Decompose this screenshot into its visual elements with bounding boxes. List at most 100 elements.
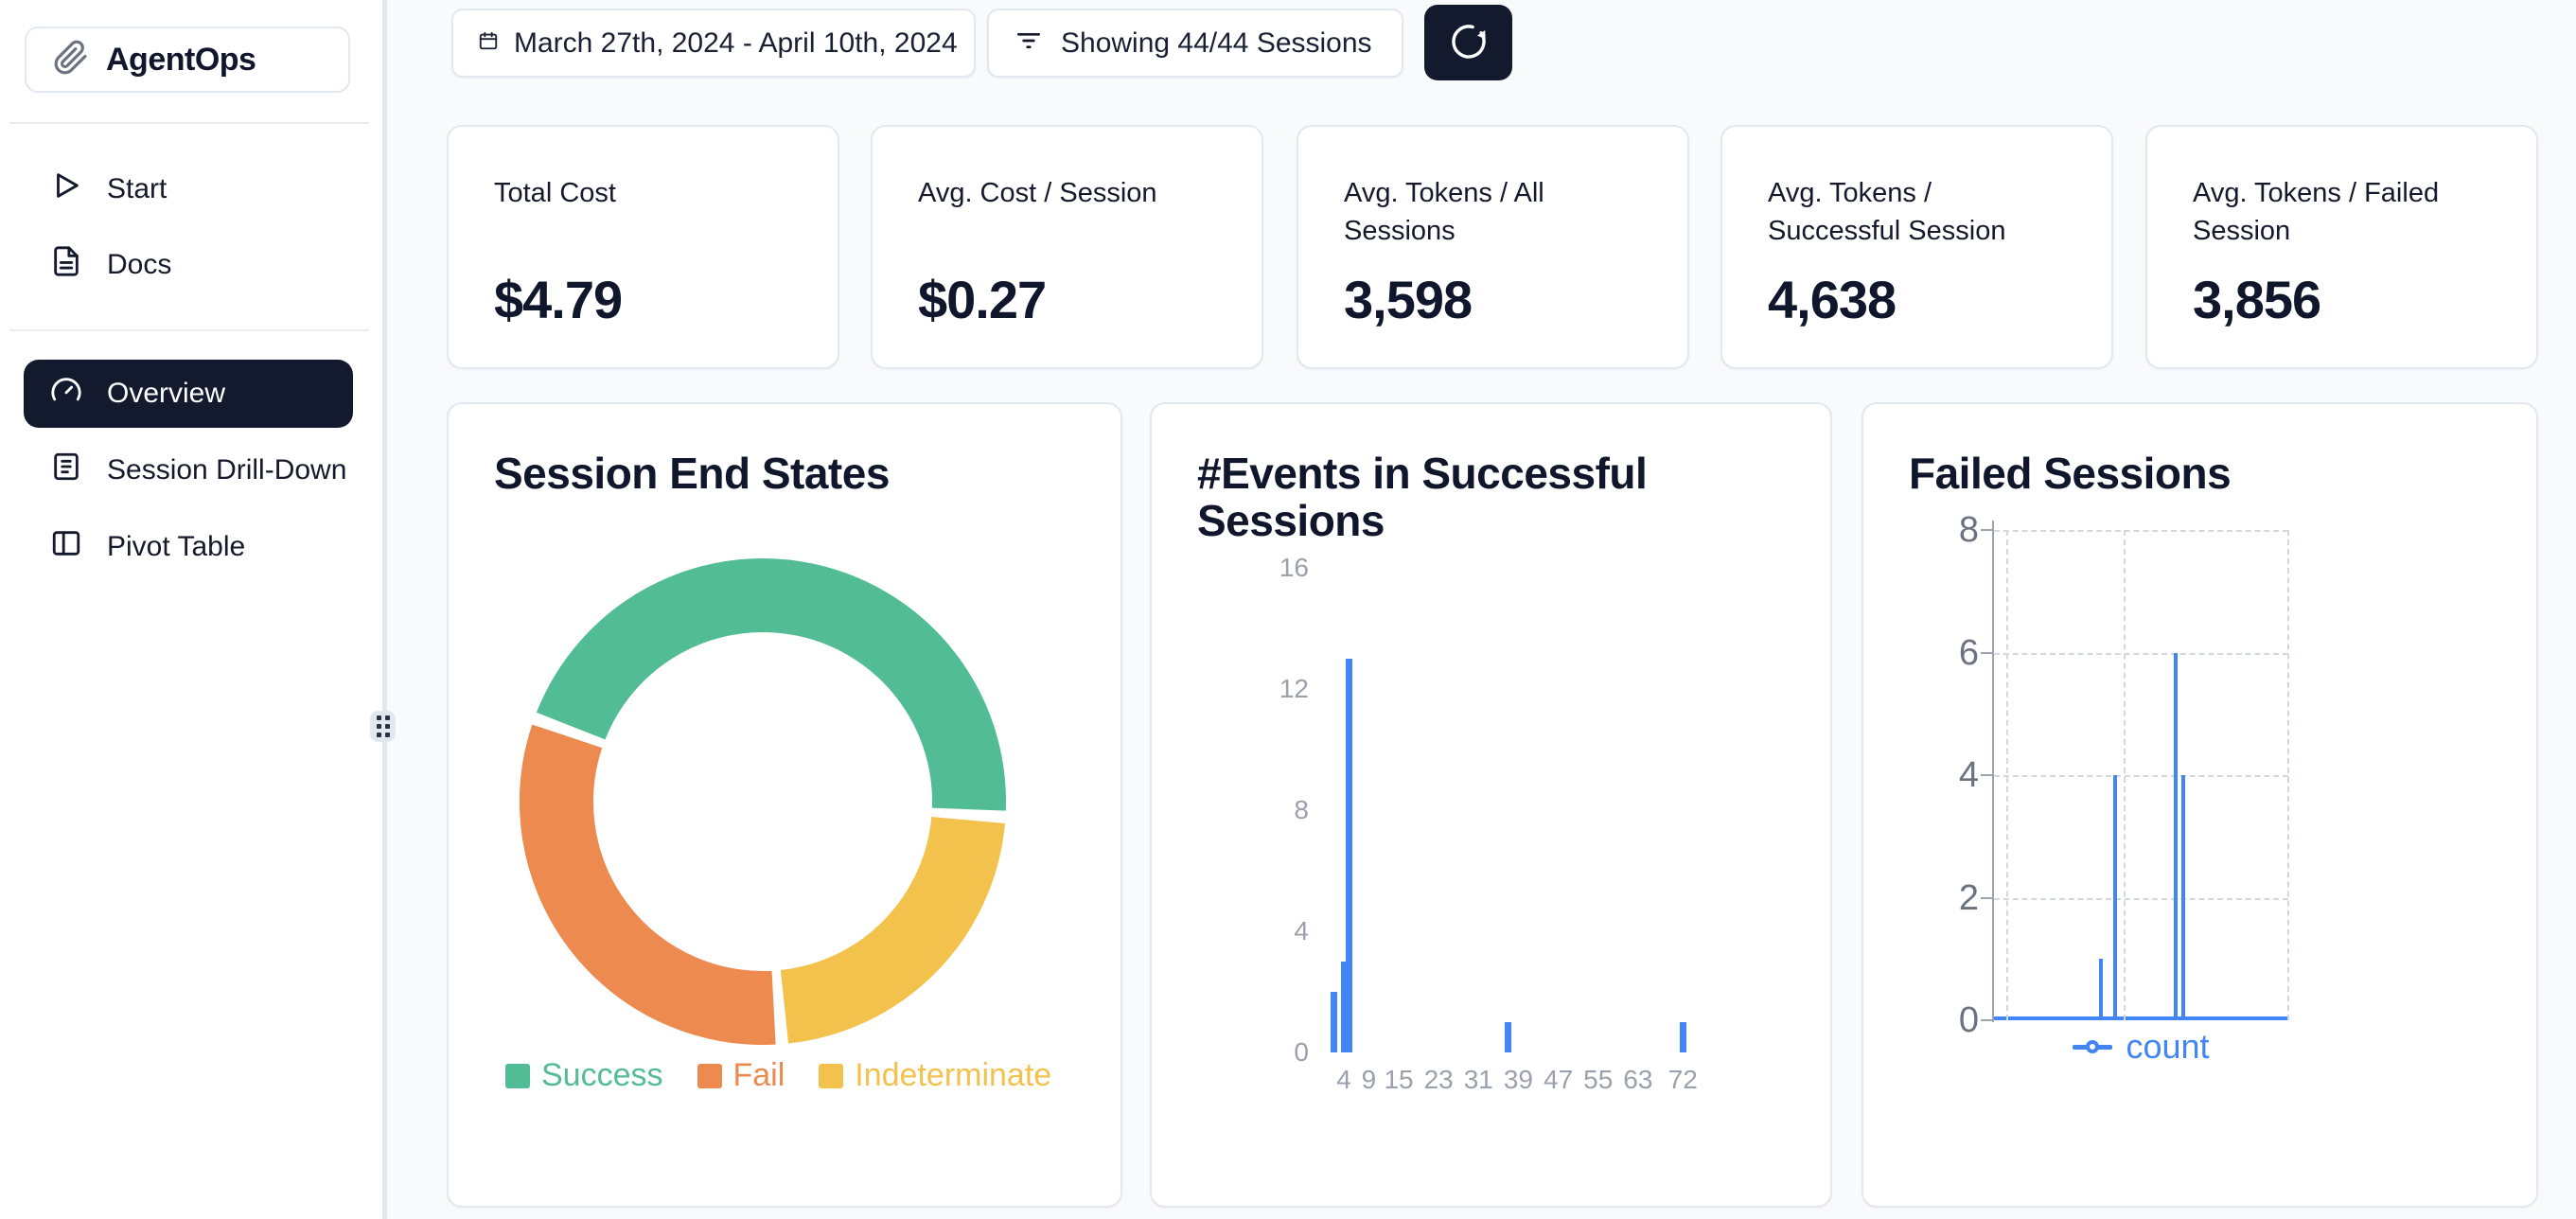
chart-title: Failed Sessions (1909, 449, 2232, 498)
count-spike (2180, 775, 2185, 1020)
gridline-horizontal (1994, 775, 2288, 777)
document-icon (50, 245, 82, 285)
y-tick-label: 16 (1279, 553, 1309, 582)
y-tick (1981, 1019, 1993, 1021)
sidebar-item-label: Start (107, 173, 168, 204)
app-name: AgentOps (106, 41, 256, 78)
donut-segment-success[interactable] (536, 558, 1006, 811)
count-legend[interactable]: count (1994, 1027, 2288, 1067)
legend-label: Success (541, 1057, 663, 1093)
y-tick-label: 0 (1294, 1037, 1309, 1067)
sidebar-drag-handle[interactable] (370, 711, 396, 742)
date-range-picker[interactable]: March 27th, 2024 - April 10th, 2024 (451, 9, 976, 78)
stat-card-avg-tokens-successful: Avg. Tokens / Successful Session 4,638 (1720, 125, 2113, 369)
legend-swatch (505, 1063, 530, 1088)
gridline-vertical (2006, 530, 2009, 1020)
count-spike (2173, 652, 2178, 1020)
sidebar-item-start[interactable]: Start (24, 155, 353, 223)
app-logo[interactable]: AgentOps (25, 26, 350, 93)
gridline-horizontal (1994, 897, 2288, 900)
count-spike (2113, 775, 2118, 1020)
sidebar-item-session-drill-down[interactable]: Session Drill-Down (24, 436, 353, 504)
y-tick (1981, 774, 1993, 776)
donut-chart (520, 558, 1006, 1045)
stat-card-avg-tokens-failed: Avg. Tokens / Failed Session 3,856 (2145, 125, 2538, 369)
chart-title: Session End States (494, 449, 890, 498)
y-tick-label: 0 (1958, 1000, 1979, 1040)
x-tick-label: 72 (1667, 1065, 1698, 1094)
x-tick-label: 4 (1336, 1065, 1351, 1094)
sidebar-item-overview[interactable]: Overview (24, 360, 353, 428)
legend-label: Indeterminate (855, 1057, 1052, 1093)
bar (1340, 962, 1348, 1052)
stat-card-avg-tokens-all: Avg. Tokens / All Sessions 3,598 (1297, 125, 1689, 369)
stat-label: Avg. Cost / Session (918, 178, 1157, 208)
x-tick-label: 15 (1384, 1065, 1414, 1094)
chart-card-failed-sessions: Failed Sessions count 0 2 4 6 8 (1861, 402, 2538, 1208)
legend-item-indeterminate[interactable]: Indeterminate (819, 1057, 1051, 1094)
x-tick-label: 63 (1623, 1065, 1653, 1094)
stat-label: Avg. Tokens / Successful Session (1768, 178, 2006, 246)
stat-value: 4,638 (1768, 270, 1897, 329)
play-icon (50, 169, 82, 209)
gauge-icon (50, 374, 82, 414)
sidebar-divider (9, 329, 369, 331)
bar (1331, 992, 1338, 1052)
sidebar-item-label: Docs (107, 249, 172, 280)
sidebar-item-docs[interactable]: Docs (24, 231, 353, 299)
y-axis-line (1992, 521, 1994, 1022)
y-tick-label: 6 (1958, 632, 1979, 673)
legend-item-success[interactable]: Success (505, 1057, 663, 1094)
chart-card-events-successful: #Events in Successful Sessions 0 4 8 12 16 4 9… (1150, 402, 1832, 1208)
x-tick-label: 47 (1544, 1065, 1574, 1094)
x-tick-label: 9 (1361, 1065, 1377, 1094)
x-tick-label: 39 (1503, 1065, 1534, 1094)
sessions-filter[interactable]: Showing 44/44 Sessions (987, 9, 1403, 78)
bar (1679, 1022, 1686, 1052)
y-tick (1981, 529, 1993, 531)
stat-label: Total Cost (494, 178, 616, 208)
x-tick-label: 23 (1423, 1065, 1454, 1094)
legend-swatch (697, 1063, 722, 1088)
legend-item-fail[interactable]: Fail (697, 1057, 785, 1094)
stat-label: Avg. Tokens / All Sessions (1344, 178, 1544, 246)
legend-label: Fail (732, 1057, 785, 1093)
paperclip-icon (53, 40, 89, 80)
date-range-label: March 27th, 2024 - April 10th, 2024 (514, 26, 958, 59)
count-line-baseline (1994, 1016, 2288, 1020)
y-tick-label: 8 (1294, 795, 1309, 824)
stat-card-avg-cost-session: Avg. Cost / Session $0.27 (871, 125, 1263, 369)
donut-segment-indeterminate[interactable] (780, 816, 1005, 1044)
sidebar: AgentOps Start Docs Overview (0, 0, 382, 1219)
gridline-vertical (2123, 530, 2126, 1020)
bar (1345, 659, 1352, 1052)
sidebar-resize-rail[interactable] (382, 0, 387, 1219)
sidebar-item-pivot-table[interactable]: Pivot Table (24, 513, 353, 581)
sidebar-item-label: Overview (107, 378, 226, 409)
session-list-icon (50, 450, 82, 490)
refresh-icon (1449, 22, 1489, 64)
y-tick-label: 4 (1958, 755, 1979, 795)
bar (1505, 1022, 1512, 1052)
sidebar-divider (9, 122, 369, 124)
refresh-button[interactable] (1424, 5, 1512, 80)
stat-value: 3,856 (2193, 270, 2321, 329)
donut-segment-fail[interactable] (520, 724, 776, 1045)
gridline-horizontal (1994, 530, 2288, 532)
stat-card-total-cost: Total Cost $4.79 (447, 125, 839, 369)
legend-line-marker-icon (2073, 1040, 2113, 1053)
chart-title: #Events in Successful Sessions (1197, 449, 1648, 545)
gridline-vertical (2287, 530, 2290, 1020)
sidebar-item-label: Pivot Table (107, 531, 246, 562)
sidebar-item-label: Session Drill-Down (107, 454, 347, 486)
count-spike (2098, 959, 2103, 1020)
y-tick (1981, 651, 1993, 654)
donut-legend: Success Fail Indeterminate (505, 1057, 1051, 1094)
stat-value: $4.79 (494, 270, 623, 329)
failed-sessions-plot (1981, 521, 2290, 1022)
calendar-icon (478, 30, 499, 56)
stat-label: Avg. Tokens / Failed Session (2193, 178, 2440, 246)
y-tick-label: 4 (1294, 916, 1309, 945)
stat-value: $0.27 (918, 270, 1047, 329)
legend-swatch (819, 1063, 844, 1088)
